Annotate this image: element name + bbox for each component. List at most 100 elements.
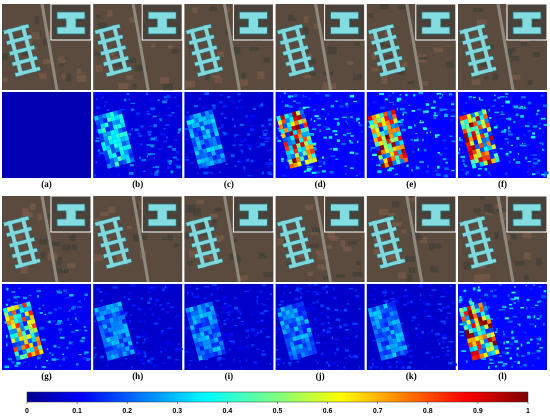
cell <box>118 352 124 358</box>
cell <box>206 133 212 139</box>
cell <box>379 130 385 137</box>
cell <box>276 115 282 121</box>
cell <box>368 311 374 318</box>
road <box>40 195 59 283</box>
cell <box>377 154 384 161</box>
speck <box>451 169 455 172</box>
speck <box>502 330 505 333</box>
texture <box>409 198 417 202</box>
cell <box>389 311 395 317</box>
cell <box>196 126 202 132</box>
cell <box>388 161 394 167</box>
cell <box>289 341 295 347</box>
cell <box>463 118 469 125</box>
cell <box>201 115 207 122</box>
speck <box>360 130 363 133</box>
cell <box>205 320 211 327</box>
cell <box>388 133 394 139</box>
speck <box>542 142 544 146</box>
speck <box>165 99 168 102</box>
speck <box>297 365 299 368</box>
speck <box>538 153 541 157</box>
cell <box>308 350 314 356</box>
speck <box>540 94 544 97</box>
cell <box>122 351 128 357</box>
speck <box>63 356 68 359</box>
speck <box>502 305 507 309</box>
cell <box>291 331 297 338</box>
cell <box>20 326 26 332</box>
speck <box>516 137 520 140</box>
speck <box>284 104 289 107</box>
speck <box>543 173 547 177</box>
speck <box>177 315 180 317</box>
speck <box>346 349 349 352</box>
cell <box>295 157 301 163</box>
speck <box>440 320 446 323</box>
speck <box>192 296 195 298</box>
road <box>40 3 59 91</box>
cell <box>120 314 126 320</box>
cell <box>467 117 473 124</box>
speck <box>167 159 170 162</box>
speck <box>500 113 505 116</box>
texture <box>510 234 517 240</box>
cell <box>282 123 288 129</box>
speck <box>282 174 287 177</box>
cell <box>383 335 389 342</box>
cell <box>117 127 123 134</box>
texture <box>238 275 248 281</box>
cell <box>398 153 404 160</box>
cell <box>298 329 304 335</box>
speck <box>39 326 45 330</box>
speck <box>447 348 449 351</box>
speck <box>451 100 455 104</box>
speck <box>299 296 303 300</box>
speck <box>150 107 156 111</box>
texture <box>76 68 82 75</box>
cell <box>470 145 476 151</box>
speck <box>95 139 100 143</box>
error-map <box>93 284 183 370</box>
speck <box>94 354 97 356</box>
speck <box>478 168 482 170</box>
cell <box>17 345 23 352</box>
speck <box>369 139 374 142</box>
tick-label: 0 <box>25 408 29 415</box>
cell <box>34 350 40 356</box>
texture <box>167 234 173 241</box>
cell <box>381 121 387 127</box>
cell <box>128 152 134 159</box>
cell <box>188 128 194 135</box>
speck <box>166 136 168 139</box>
speck <box>505 152 509 156</box>
speck <box>22 361 27 363</box>
building-error <box>2 301 44 361</box>
speck <box>268 122 272 126</box>
speck <box>175 158 180 161</box>
speck <box>448 93 453 96</box>
cell <box>369 316 375 322</box>
speck <box>128 320 132 323</box>
cell <box>110 321 116 328</box>
cell <box>203 344 209 351</box>
cell <box>117 109 123 115</box>
cell <box>101 113 107 119</box>
cell <box>10 319 16 325</box>
cell <box>100 315 106 321</box>
speck <box>344 120 348 123</box>
speck <box>481 357 486 361</box>
speck <box>419 121 424 124</box>
cell <box>474 143 480 150</box>
cell <box>190 118 196 125</box>
speck <box>195 360 200 363</box>
speck <box>438 342 441 346</box>
texture <box>138 235 147 241</box>
speck <box>346 132 352 135</box>
cell <box>395 351 401 357</box>
speck <box>501 105 504 107</box>
cell <box>297 119 303 125</box>
cell <box>16 313 22 319</box>
speck <box>188 135 192 138</box>
speck <box>312 290 318 293</box>
